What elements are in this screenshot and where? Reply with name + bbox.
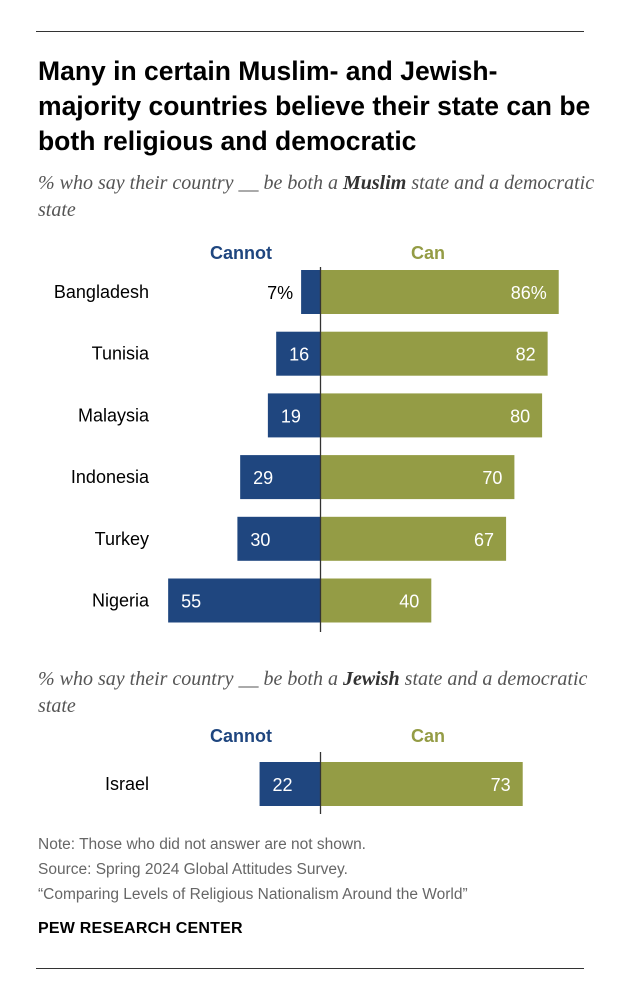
value-can-israel: 73 <box>491 775 511 795</box>
footnote-report: “Comparing Levels of Religious Nationali… <box>38 886 468 903</box>
value-can-bangladesh: 86% <box>511 283 547 303</box>
value-cannot-indonesia: 29 <box>253 468 273 488</box>
bar-can-tunisia <box>320 331 548 376</box>
subtitle-muslim-before: % who say their country __ be both a <box>38 172 343 194</box>
category-label-turkey: Turkey <box>95 529 149 549</box>
bar-can-malaysia <box>320 393 543 438</box>
category-label-indonesia: Indonesia <box>71 467 150 487</box>
bar-can-bangladesh <box>320 270 559 314</box>
bar-cannot-malaysia <box>267 393 321 438</box>
bar-cannot-tunisia <box>276 331 321 376</box>
top-rule <box>36 31 584 32</box>
chart-title: Many in certain Muslim- and Jewish-major… <box>38 56 591 156</box>
value-cannot-bangladesh: 7% <box>267 283 293 303</box>
value-cannot-israel: 22 <box>273 775 293 795</box>
value-cannot-turkey: 30 <box>250 530 270 550</box>
value-can-tunisia: 82 <box>516 345 536 365</box>
subtitle-jewish-bold: Jewish <box>342 668 400 690</box>
bar-cannot-bangladesh <box>301 270 321 314</box>
category-label-nigeria: Nigeria <box>92 591 150 611</box>
value-can-malaysia: 80 <box>510 406 530 426</box>
subtitle-jewish-before: % who say their country __ be both a <box>38 668 343 690</box>
bar-can-turkey <box>320 516 507 561</box>
legend-can: Can <box>411 243 445 263</box>
subtitle-jewish-after: state and a democratic state <box>38 668 588 717</box>
bar-cannot-israel <box>259 762 321 806</box>
bar-cannot-turkey <box>237 516 321 561</box>
legend-can: Can <box>411 726 445 746</box>
value-can-nigeria: 40 <box>399 592 419 612</box>
legend-cannot: Cannot <box>210 726 272 746</box>
bar-cannot-indonesia <box>240 455 321 500</box>
brand-name: PEW RESEARCH CENTER <box>38 920 243 937</box>
subtitle-muslim-after: state and a democratic state <box>38 172 595 221</box>
subtitle-jewish: % who say their country __ be both a Jew… <box>38 666 598 720</box>
bar-cannot-nigeria <box>168 578 321 623</box>
subtitle-muslim-bold: Muslim <box>342 172 407 194</box>
value-can-indonesia: 70 <box>482 468 502 488</box>
category-label-tunisia: Tunisia <box>92 344 150 364</box>
category-label-israel: Israel <box>105 774 149 794</box>
value-can-turkey: 67 <box>474 530 494 550</box>
subtitle-muslim: % who say their country __ be both a Mus… <box>38 170 598 224</box>
value-cannot-nigeria: 55 <box>181 592 201 612</box>
jewish-chart: Cannot Can Israel 22 73 <box>105 726 523 814</box>
value-cannot-malaysia: 19 <box>281 406 301 426</box>
muslim-chart: Cannot Can Bangladesh 7% 86% Tunisia 16 82 Malay… <box>54 243 559 632</box>
bar-can-israel <box>320 762 523 806</box>
footnote-note: Note: Those who did not answer are not s… <box>38 836 366 853</box>
bottom-rule <box>36 968 584 969</box>
bar-can-indonesia <box>320 455 515 500</box>
bar-can-nigeria <box>320 578 432 623</box>
category-label-malaysia: Malaysia <box>78 405 150 425</box>
legend-cannot: Cannot <box>210 243 272 263</box>
footnote-source: Source: Spring 2024 Global Attitudes Sur… <box>38 861 348 878</box>
category-label-bangladesh: Bangladesh <box>54 282 149 302</box>
value-cannot-tunisia: 16 <box>289 345 309 365</box>
